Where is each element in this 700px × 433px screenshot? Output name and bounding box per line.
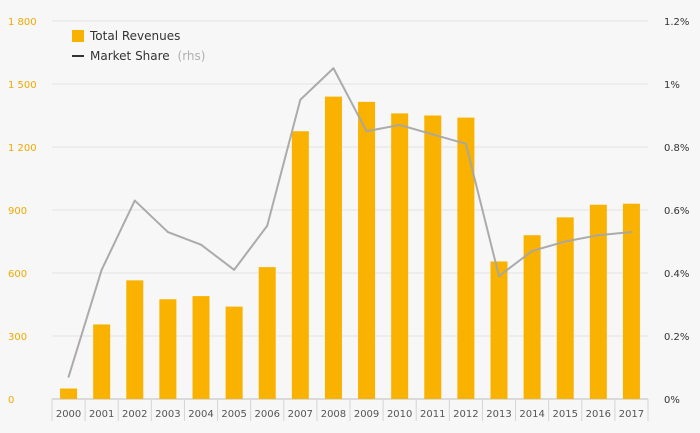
bar-2001 [93,324,111,399]
market-share-point-2017 [630,231,633,233]
bar-2016 [589,204,607,399]
bar-2008 [324,96,342,399]
left-tick-label: 1 500 [8,80,37,91]
gridlines [52,20,648,400]
x-tick-label: 2017 [619,409,644,420]
x-tick-label: 2009 [354,409,379,420]
market-share-point-2002 [133,199,136,202]
x-tick-label: 2011 [420,409,445,420]
bar-2013 [490,261,508,399]
bar-2005 [225,306,243,399]
legend-label-market-share: Market Share [90,49,170,63]
bar-2002 [126,280,144,399]
legend-suffix-rhs: (rhs) [178,49,206,63]
legend-label-total-revenues: Total Revenues [89,29,180,43]
left-tick-label: 900 [8,206,27,217]
market-share-point-2004 [200,243,202,246]
market-share-point-2014 [531,250,533,252]
x-tick-label: 2016 [586,409,611,420]
x-tick-label: 2007 [288,409,313,420]
right-tick-label: 0.8% [664,143,689,154]
x-tick-label: 2013 [486,409,511,420]
bar-2010 [391,113,409,400]
left-tick-label: 300 [8,332,27,343]
right-tick-label: 0.2% [664,332,689,343]
legend: Total Revenues Market Share (rhs) [72,29,205,63]
x-tick-label: 2002 [122,409,147,420]
x-tick-label: 2004 [188,409,213,420]
left-tick-label: 600 [8,269,27,280]
x-axis: 2000 2001 2002 2003 2004 2005 2006 2007 2008 2009… [51,399,649,421]
market-share-line [67,67,632,378]
right-tick-label: 1.2% [664,17,689,28]
market-share-point-2011 [431,133,434,136]
x-tick-label: 2008 [321,409,346,420]
bar-2003 [159,299,177,399]
left-tick-label: 1 800 [8,17,37,28]
right-tick-label: 0.6% [664,206,689,217]
x-tick-label: 2003 [155,409,180,420]
bar-2017 [622,203,640,399]
x-tick-label: 2001 [89,409,114,420]
market-share-point-2008 [332,67,335,70]
x-tick-label: 2012 [453,409,478,420]
legend-swatch-total-revenues [72,30,84,42]
bar-2004 [192,296,210,399]
market-share-point-2010 [398,124,401,126]
market-share-point-2001 [100,269,103,271]
market-share-point-2009 [365,130,368,133]
bar-2011 [424,115,442,399]
bar-2006 [258,267,276,399]
svg-text:Market Share (rhs): Market Share (rhs) [90,49,205,63]
left-tick-label: 1 200 [8,143,37,154]
bar-2015 [556,217,574,399]
line-series-market-share [67,67,633,378]
market-share-point-2005 [233,269,235,271]
market-share-point-2006 [266,224,269,227]
market-share-point-2015 [564,240,567,243]
market-share-point-2007 [299,98,302,101]
x-tick-label: 2010 [387,409,412,420]
x-tick-label: 2005 [221,409,246,420]
x-tick-label: 2000 [56,409,81,420]
market-share-point-2013 [498,275,500,277]
bar-2000 [60,388,78,399]
bar-2009 [358,101,376,399]
bar-series-total-revenues [60,96,640,400]
right-axis: 0% 0.2% 0.4% 0.6% 0.8% 1% 1.2% [664,17,689,406]
bar-2012 [457,117,475,399]
right-tick-label: 1% [664,80,680,91]
bar-2007 [291,131,309,399]
x-tick-label: 2014 [519,409,544,420]
market-share-point-2000 [67,376,70,378]
market-share-point-2012 [465,143,467,145]
x-tick-label: 2006 [254,409,279,420]
x-tick-label: 2015 [552,409,577,420]
left-tick-label: 0 [8,395,14,406]
left-axis: 0 300 600 900 1 200 1 500 1 800 [8,17,37,406]
market-share-point-2003 [167,231,169,233]
market-share-point-2016 [597,234,600,236]
bar-2014 [523,235,541,399]
right-tick-label: 0% [664,395,680,406]
right-tick-label: 0.4% [664,269,689,280]
